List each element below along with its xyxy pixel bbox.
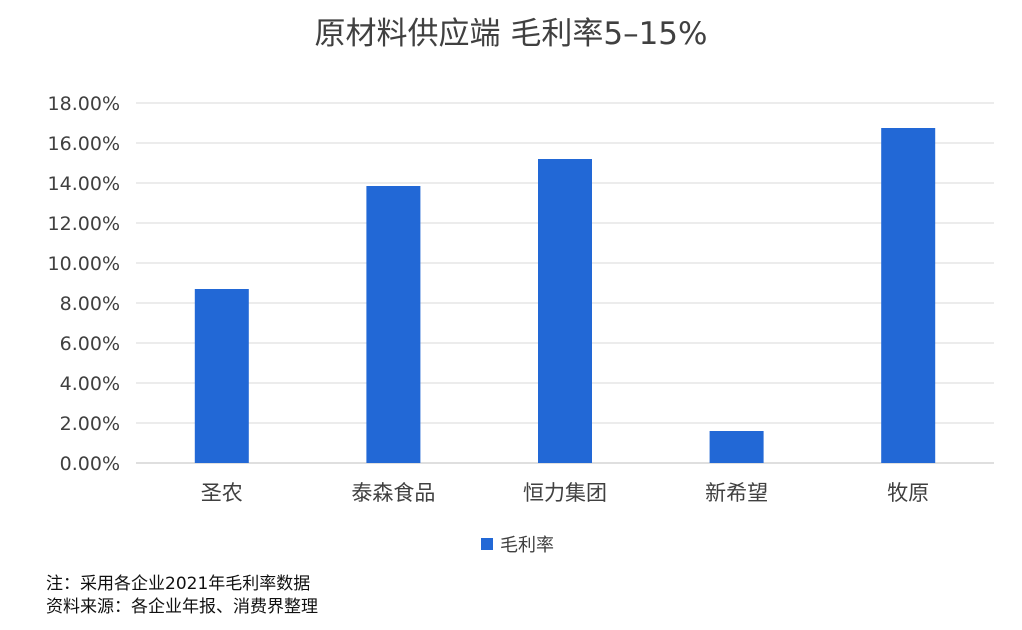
y-tick-label: 10.00%: [48, 253, 120, 275]
x-axis-tick-labels: 圣农 泰森食品 恒力集团 新希望 牧原: [201, 481, 929, 505]
x-tick-label: 恒力集团: [523, 481, 607, 505]
y-tick-label: 14.00%: [48, 173, 120, 195]
y-tick-label: 0.00%: [60, 453, 120, 475]
x-tick-label: 新希望: [705, 481, 768, 505]
bar: [709, 431, 764, 463]
bar: [194, 289, 249, 463]
x-tick-label: 圣农: [201, 481, 243, 505]
y-tick-label: 18.00%: [48, 93, 120, 115]
bar: [538, 159, 592, 463]
y-tick-label: 8.00%: [60, 293, 120, 315]
bar: [366, 186, 421, 463]
y-tick-label: 12.00%: [48, 213, 120, 235]
bar-chart-svg: 原材料供应端 毛利率5–15% 0.00% 2.00% 4.00% 6.00% 8.00…: [48, 16, 994, 556]
x-tick-label: 牧原: [887, 481, 929, 505]
bars: [194, 128, 936, 463]
source-line: 资料来源：各企业年报、消费界整理: [46, 597, 318, 617]
legend: 毛利率: [481, 535, 554, 556]
y-tick-label: 16.00%: [48, 133, 120, 155]
x-tick-label: 泰森食品: [351, 481, 435, 505]
legend-swatch: [481, 538, 493, 550]
footnotes: 注：采用各企业2021年毛利率数据 资料来源：各企业年报、消费界整理: [46, 573, 318, 619]
y-tick-label: 4.00%: [60, 373, 120, 395]
y-tick-label: 6.00%: [60, 333, 120, 355]
chart-title: 原材料供应端 毛利率5–15%: [315, 16, 708, 52]
note-line: 注：采用各企业2021年毛利率数据: [46, 574, 311, 594]
bar: [881, 128, 936, 463]
y-axis-tick-labels: 0.00% 2.00% 4.00% 6.00% 8.00% 10.00% 12.00% 14.…: [48, 93, 120, 475]
legend-label: 毛利率: [500, 535, 554, 556]
y-tick-label: 2.00%: [60, 413, 120, 435]
